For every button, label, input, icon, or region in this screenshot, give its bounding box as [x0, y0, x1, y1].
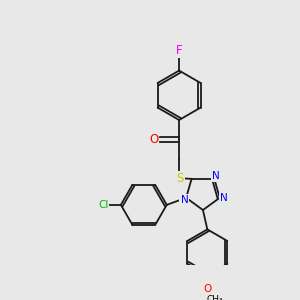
Text: O: O: [203, 284, 212, 294]
Text: CH₃: CH₃: [207, 296, 224, 300]
Text: N: N: [212, 171, 220, 181]
Text: O: O: [149, 133, 158, 146]
Text: S: S: [176, 172, 184, 185]
Text: N: N: [181, 195, 188, 205]
Text: F: F: [176, 44, 182, 57]
Text: N: N: [220, 193, 228, 203]
Text: Cl: Cl: [98, 200, 108, 210]
